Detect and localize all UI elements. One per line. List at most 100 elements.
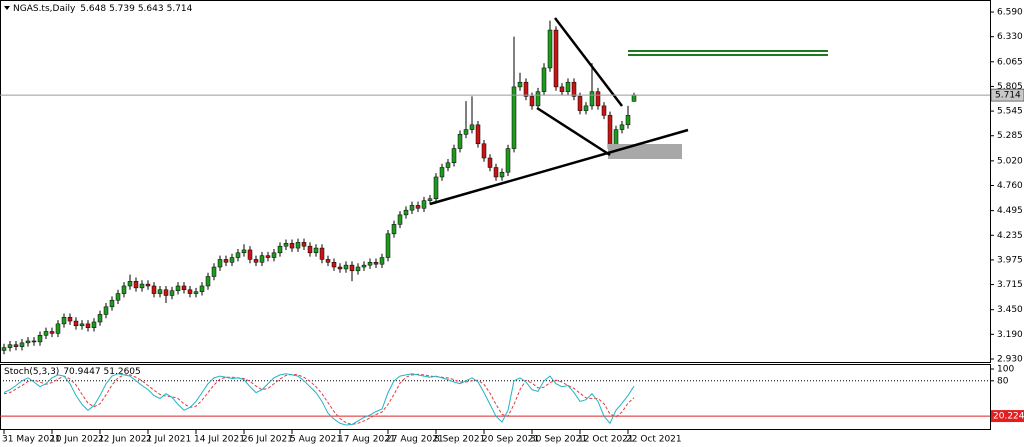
k-value: 70.9447: [63, 367, 100, 377]
candle-body: [1, 347, 7, 351]
candle-body: [307, 245, 313, 254]
x-tick-label: 12 Oct 2021: [578, 435, 634, 445]
candle-body: [517, 81, 523, 88]
candle-body: [157, 289, 163, 294]
candle-body: [445, 162, 451, 168]
x-tick-label: 10 Jun 2021: [50, 435, 104, 445]
current-price-label: 5.714: [995, 91, 1021, 101]
candle-body: [55, 323, 61, 334]
candle-body: [385, 233, 391, 258]
candle-body: [511, 86, 517, 149]
candle-body: [493, 167, 499, 178]
candle-body: [223, 259, 229, 263]
d-value: 51.2605: [104, 367, 141, 377]
candle-body: [367, 262, 373, 266]
candle-body: [7, 344, 13, 348]
candle-body: [415, 205, 421, 209]
candle-body: [187, 289, 193, 294]
candle-body: [421, 200, 427, 209]
x-tick-label: 5 Aug 2021: [290, 435, 342, 445]
candle-body: [487, 157, 493, 168]
candle-body: [283, 243, 289, 247]
symbol-title: NGAS.ts,Daily: [13, 4, 76, 14]
candle-body: [469, 124, 475, 130]
candle-body: [529, 96, 535, 107]
candle-body: [31, 340, 37, 343]
stoch-main-line: [3, 373, 635, 426]
candle-body: [301, 242, 307, 247]
y-tick-label: 6.590: [997, 8, 1023, 18]
candle-body: [547, 29, 553, 69]
high-value: 5.739: [109, 4, 135, 14]
chart-header: NGAS.ts,Daily 5.648 5.739 5.643 5.714: [13, 4, 193, 14]
candle-body: [115, 293, 121, 301]
candle-body: [25, 340, 31, 344]
candle-body: [43, 331, 49, 336]
indicator-level-label: 20.2247: [993, 412, 1024, 422]
x-tick-label: 31 May 2021: [2, 435, 61, 445]
candle-body: [289, 243, 295, 249]
candle-body: [79, 323, 85, 327]
candle-body: [439, 167, 445, 178]
candle-body: [331, 262, 337, 268]
candle-body: [409, 205, 415, 211]
candle-body: [373, 262, 379, 265]
candle-body: [361, 264, 367, 268]
candle-body: [271, 252, 277, 258]
main-panel-frame: [0, 0, 991, 363]
candle-body: [217, 259, 223, 268]
indicator-y-tick-label: 80: [997, 376, 1009, 386]
candle-body: [571, 81, 577, 97]
zone-rectangle[interactable]: [608, 144, 682, 159]
candle-body: [541, 67, 547, 92]
candle-body: [241, 249, 247, 254]
candle-body: [277, 245, 283, 254]
candle-body: [253, 259, 259, 263]
candle-body: [175, 285, 181, 291]
candle-body: [37, 335, 43, 343]
stoch-signal-line: [3, 373, 635, 425]
indicator-title: Stoch(5,3,3): [4, 367, 59, 377]
candle-body: [397, 214, 403, 225]
candle-body: [463, 129, 469, 135]
y-tick-label: 5.020: [997, 156, 1023, 166]
close-value: 5.714: [167, 4, 193, 14]
candle-body: [247, 249, 253, 260]
indicator-y-tick-label: 100: [997, 365, 1014, 375]
candle-body: [565, 81, 571, 92]
candle-body: [193, 291, 199, 294]
x-tick-label: 8 Sep 2021: [434, 435, 485, 445]
candle-body: [535, 91, 541, 107]
candle-body: [427, 198, 433, 201]
candle-body: [631, 94, 637, 102]
candle-body: [205, 276, 211, 287]
candle-body: [349, 264, 355, 272]
x-tick-label: 27 Aug 2021: [386, 435, 444, 445]
candle-body: [259, 255, 265, 263]
candle-body: [601, 105, 607, 116]
trend-line[interactable]: [429, 128, 689, 206]
candle-body: [181, 285, 187, 291]
y-tick-label: 4.235: [997, 231, 1023, 241]
x-tick-label: 26 Jul 2021: [242, 435, 293, 445]
candle-body: [85, 323, 91, 328]
candle-body: [199, 285, 205, 292]
indicator-level-box: [991, 410, 1024, 423]
candle-body: [13, 344, 19, 347]
candle-body: [583, 105, 589, 111]
candle-body: [457, 134, 463, 149]
low-value: 5.643: [138, 4, 164, 14]
trend-line[interactable]: [536, 106, 611, 157]
y-tick-label: 6.330: [997, 32, 1023, 42]
candle-body: [151, 285, 157, 294]
y-tick-label: 3.190: [997, 330, 1023, 340]
x-tick-label: 22 Oct 2021: [626, 435, 682, 445]
menu-arrow[interactable]: [4, 6, 10, 10]
candle-body: [379, 257, 385, 265]
trend-line[interactable]: [554, 17, 623, 107]
y-tick-label: 6.065: [997, 57, 1023, 67]
y-tick-label: 3.975: [997, 255, 1023, 265]
y-tick-label: 4.760: [997, 181, 1023, 191]
